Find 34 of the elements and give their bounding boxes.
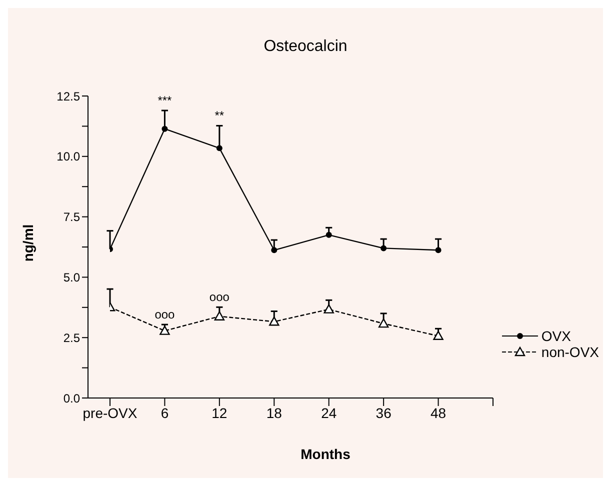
x-axis-title: Months [300,446,352,462]
point [326,232,332,238]
point [216,145,222,152]
legend-label: OVX [541,328,571,344]
y-tick-label: 10.0 [56,150,80,164]
x-tick-label: 6 [160,404,169,421]
legend-label: non-OVX [541,344,599,360]
y-tick-label: 0.0 [63,391,80,406]
y-tick-label: 2.5 [63,330,80,345]
point [378,318,389,328]
x-tick-label: 48 [430,404,446,421]
y-tick-label: 12.5 [56,89,80,104]
point [269,316,280,326]
point [435,247,442,254]
point [324,304,334,314]
point [380,245,387,252]
y-tick-label: 5.0 [63,270,80,284]
point [160,326,170,335]
annotation: ** [214,108,224,123]
y-tick-label: 7.5 [63,210,80,224]
x-tick-label: 18 [266,404,282,421]
y-axis-title: ng/ml [20,224,36,262]
chart-title: Osteocalcin [262,38,348,56]
point [433,330,444,340]
x-tick-label: 12 [212,404,228,421]
x-tick-label: pre-OVX [82,404,138,421]
annotation: *** [158,93,172,108]
annotation: ooo [154,308,176,322]
point [162,126,168,132]
point [214,311,225,320]
x-tick-label: 36 [376,404,392,421]
point [271,247,278,254]
annotation: ooo [209,290,230,304]
x-tick-label: 24 [321,404,337,421]
